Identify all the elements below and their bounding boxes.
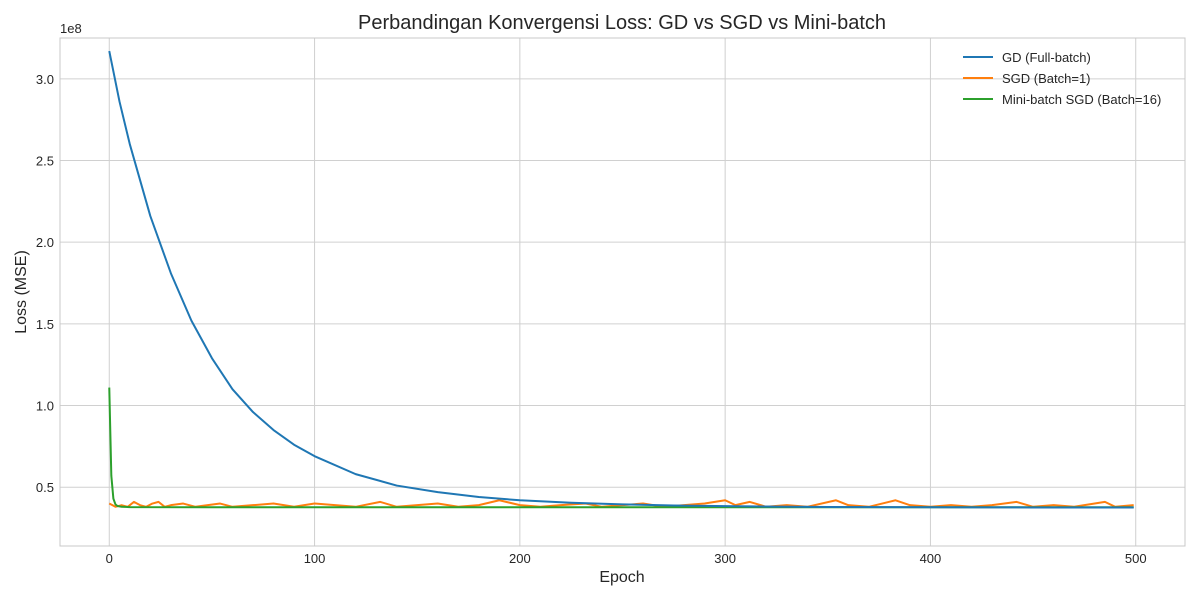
- y-axis-label: Loss (MSE): [13, 250, 30, 334]
- legend: GD (Full-batch) SGD (Batch=1) Mini-batch…: [963, 50, 1161, 107]
- chart-title: Perbandingan Konvergensi Loss: GD vs SGD…: [358, 12, 886, 34]
- x-axis-label: Epoch: [599, 569, 644, 586]
- x-tick-label: 400: [920, 551, 942, 566]
- gd-full-batch-line: [108, 50, 1134, 509]
- x-tick-label: 200: [509, 551, 531, 566]
- y-tick-label: 2.0: [36, 235, 54, 250]
- y-axis-offset-label: 1e8: [60, 21, 82, 36]
- tick-labels: 0 100 200 300 400 500 0.5 1.0 1.5 2.0 2.5 3.0: [36, 72, 1147, 566]
- y-tick-label: 1.0: [36, 399, 54, 414]
- y-tick-label: 2.5: [36, 154, 54, 169]
- x-tick-label: 100: [304, 551, 326, 566]
- series-lines: [108, 50, 1134, 509]
- legend-label-minibatch: Mini-batch SGD (Batch=16): [1002, 92, 1161, 107]
- y-tick-label: 0.5: [36, 480, 54, 495]
- x-tick-label: 500: [1125, 551, 1147, 566]
- y-tick-label: 1.5: [36, 317, 54, 332]
- grid-lines: [60, 38, 1185, 546]
- x-tick-label: 0: [106, 551, 113, 566]
- legend-label-sgd: SGD (Batch=1): [1002, 71, 1091, 86]
- minibatch-sgd-line: [108, 387, 1134, 509]
- x-tick-label: 300: [714, 551, 736, 566]
- legend-label-gd: GD (Full-batch): [1002, 50, 1091, 65]
- plot-frame: [59, 37, 1186, 547]
- y-tick-label: 3.0: [36, 72, 54, 87]
